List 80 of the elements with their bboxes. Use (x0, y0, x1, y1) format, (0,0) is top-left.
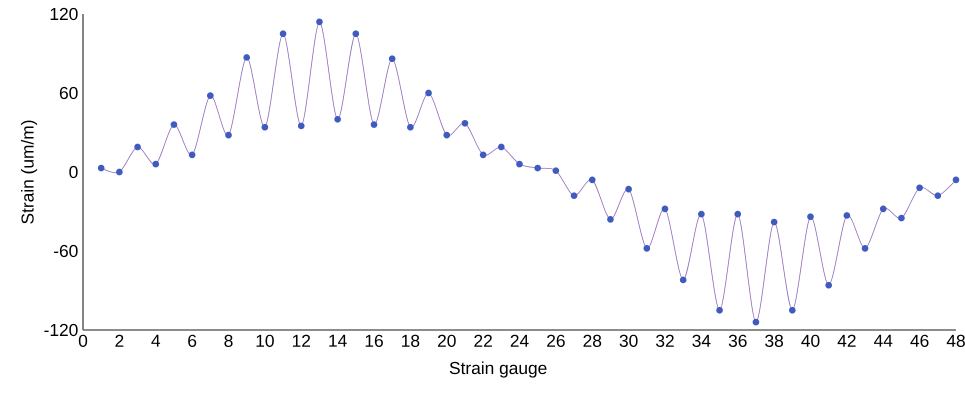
x-tick-label: 8 (224, 334, 233, 347)
x-tick-label: 14 (329, 334, 347, 347)
point (643, 245, 650, 252)
x-tick-label: 30 (620, 334, 638, 347)
point (388, 55, 396, 62)
point (534, 164, 542, 172)
y-tick-label: -120 (44, 324, 78, 336)
x-tick-label: 18 (402, 334, 420, 347)
x-tick-label: 12 (292, 334, 310, 347)
y-tick-label: 0 (69, 166, 78, 178)
point (625, 186, 632, 192)
point (425, 90, 432, 96)
y-axis-title: Strain (um/m) (20, 120, 38, 224)
point (788, 306, 796, 314)
x-tick-label: 6 (188, 334, 196, 347)
point (407, 124, 414, 131)
x-tick-label: 4 (151, 334, 160, 347)
x-tick-label: 42 (838, 334, 856, 347)
x-tick-label: 46 (910, 334, 929, 347)
point (680, 276, 687, 284)
point (334, 116, 341, 123)
point (443, 132, 450, 138)
point (552, 167, 560, 174)
x-tick-label: 36 (728, 334, 747, 347)
x-tick-label: 24 (510, 334, 529, 347)
x-tick-label: 10 (256, 334, 274, 347)
point (716, 306, 723, 314)
x-tick-label: 26 (547, 334, 565, 347)
point (170, 121, 178, 128)
point (134, 144, 141, 150)
x-tick-label: 32 (656, 334, 674, 347)
point (570, 192, 578, 200)
y-tick-label: 60 (60, 86, 78, 100)
point (807, 213, 814, 220)
point (516, 160, 523, 168)
x-tick-label: 2 (115, 334, 124, 347)
x-tick-label: 40 (801, 334, 820, 347)
point (352, 30, 360, 38)
point (898, 214, 905, 222)
point (880, 206, 887, 212)
point (952, 176, 960, 184)
x-axis-title: Strain gauge (450, 361, 547, 378)
point (734, 210, 742, 218)
point (934, 192, 942, 200)
point (116, 168, 123, 176)
y-tick-label: 120 (50, 8, 78, 20)
point (498, 144, 505, 150)
point (698, 210, 705, 218)
point (916, 184, 923, 192)
point (152, 160, 160, 168)
y-tick-label: -60 (54, 244, 78, 258)
point (280, 30, 286, 38)
x-tick-label: 28 (583, 334, 602, 347)
x-tick-label: 34 (692, 334, 711, 347)
point (298, 122, 305, 130)
x-tick-label: 22 (474, 334, 492, 347)
x-tick-label: 48 (946, 334, 965, 347)
point (206, 92, 214, 99)
point (480, 152, 486, 158)
x-tick-label: 0 (78, 334, 88, 347)
point (862, 245, 868, 252)
point (825, 282, 832, 289)
x-tick-label: 38 (765, 334, 784, 347)
point (770, 218, 778, 226)
point (752, 318, 760, 326)
point (588, 176, 596, 184)
x-tick-label: 44 (874, 334, 892, 347)
point (225, 132, 232, 138)
point (243, 54, 250, 61)
point (844, 212, 850, 219)
point (607, 216, 614, 223)
x-tick-label: 16 (366, 334, 383, 347)
point (462, 120, 468, 127)
point (98, 164, 105, 172)
point (662, 206, 668, 212)
point (370, 121, 378, 128)
x-tick-label: 20 (438, 334, 456, 347)
point (188, 152, 196, 158)
point (262, 124, 268, 131)
point (316, 18, 323, 26)
